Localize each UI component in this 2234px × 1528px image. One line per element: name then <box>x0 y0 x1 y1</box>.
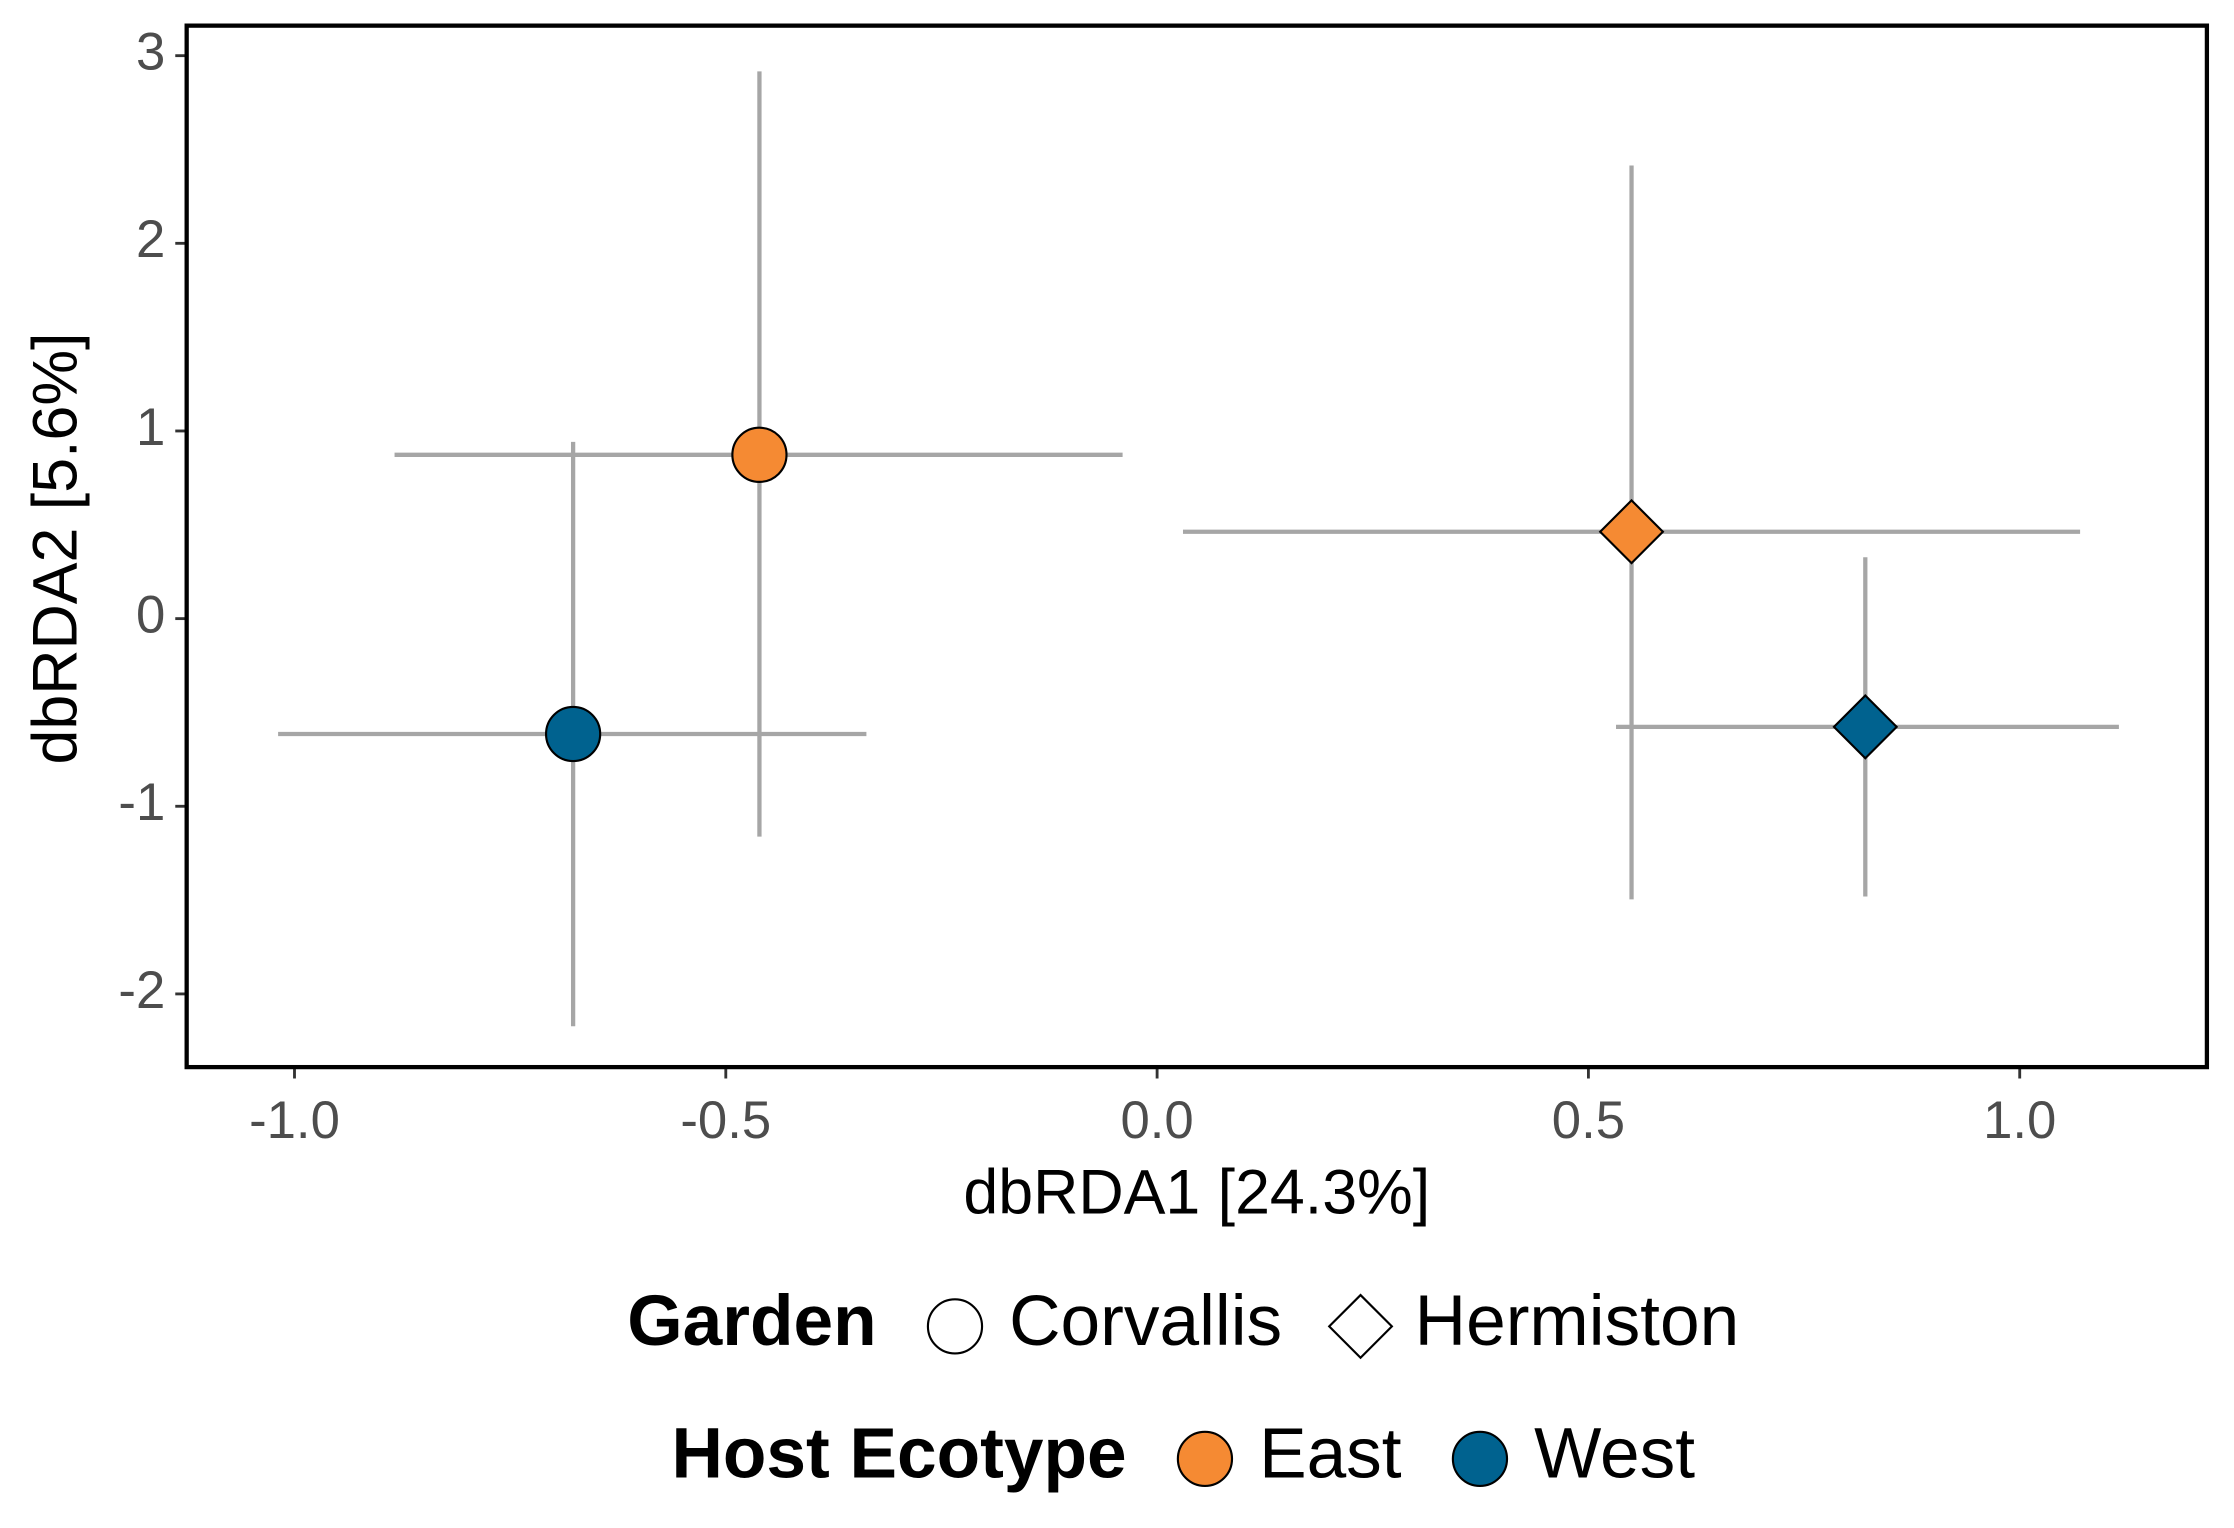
x-tick-label: -1.0 <box>249 1091 340 1150</box>
legend-label: West <box>1534 1415 1695 1494</box>
legend: Host Ecotype East West <box>671 1415 1695 1494</box>
x-tick-label: -0.5 <box>680 1091 771 1150</box>
x-tick-label: 1.0 <box>1983 1091 2056 1150</box>
y-axis-title: dbRDA2 [5.6%] <box>20 333 90 765</box>
y-tick-label: -2 <box>118 961 165 1020</box>
y-tick-label: 2 <box>136 210 165 269</box>
data-point <box>1598 498 1665 565</box>
legend-symbol <box>926 1298 984 1355</box>
x-tick-label: 0.0 <box>1120 1091 1193 1150</box>
legend-label: Hermiston <box>1415 1282 1740 1361</box>
x-tick-label: 0.5 <box>1552 1091 1625 1150</box>
y-tick-label: 0 <box>136 586 165 645</box>
legend-symbol <box>1451 1430 1509 1488</box>
x-axis-title: dbRDA1 [24.3%] <box>963 1157 1430 1227</box>
legend-symbol <box>1176 1430 1234 1488</box>
legend-title: Host Ecotype <box>671 1415 1126 1494</box>
data-point <box>1832 694 1899 760</box>
y-tick-label: 1 <box>136 398 165 457</box>
y-tick-label: -1 <box>118 773 165 832</box>
plot-frame <box>184 23 2210 1070</box>
legend-title: Garden <box>627 1282 876 1361</box>
legend-label: Corvallis <box>1009 1282 1282 1361</box>
legend-symbol <box>1327 1293 1394 1360</box>
legend: Garden Corvallis Hermiston <box>627 1282 1739 1361</box>
legend-label: East <box>1259 1415 1402 1494</box>
data-point <box>544 705 602 763</box>
y-tick-label: 3 <box>136 23 165 82</box>
data-point <box>731 426 788 483</box>
